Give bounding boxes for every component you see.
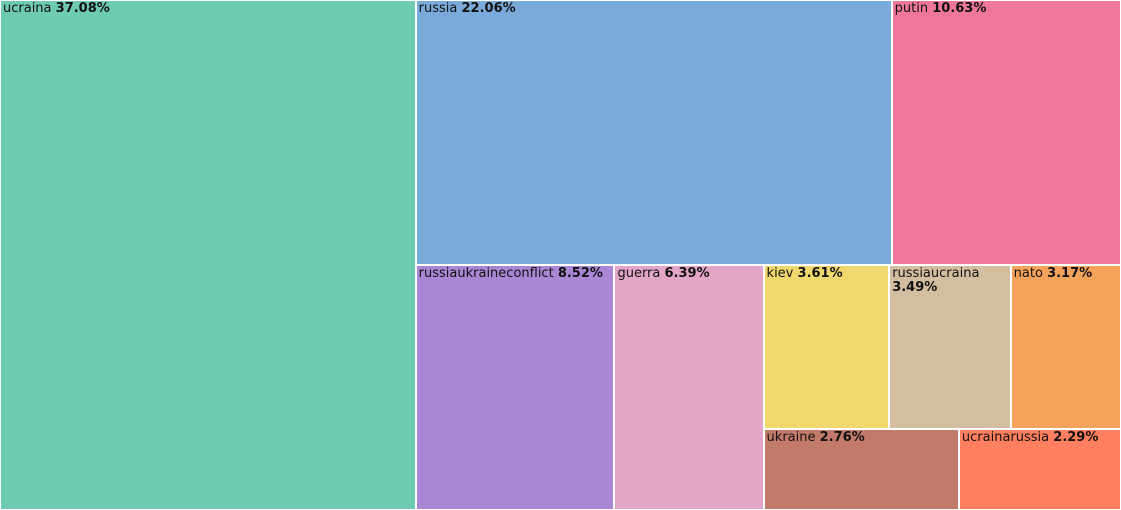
tile-value: 2.76% bbox=[819, 430, 865, 446]
tile-value: 3.49% bbox=[892, 279, 938, 295]
tile: russia 22.06% bbox=[415, 0, 892, 265]
tile: kiev 3.61% bbox=[763, 264, 890, 430]
tile: putin 10.63% bbox=[891, 0, 1121, 265]
tile-label: nato 3.17% bbox=[1013, 265, 1118, 281]
tile: russiaukraineconflict 8.52% bbox=[415, 264, 615, 510]
tile: nato 3.17% bbox=[1010, 264, 1121, 430]
tile: ukraine 2.76% bbox=[763, 429, 959, 510]
tile-label: putin 10.63% bbox=[895, 2, 1118, 16]
tile-label: russia 22.06% bbox=[419, 2, 889, 16]
tile-label: ukraine 2.76% bbox=[767, 431, 956, 445]
tile-value: 10.63% bbox=[932, 1, 987, 16]
tile-value: 3.61% bbox=[797, 265, 843, 281]
tile-name: putin bbox=[894, 1, 929, 16]
tile-name: nato bbox=[1013, 265, 1043, 281]
tile-label: kiev 3.61% bbox=[766, 265, 887, 281]
tile-value: 3.17% bbox=[1047, 265, 1093, 281]
tile-name: kiev bbox=[766, 265, 794, 281]
tile: ucrainarussia 2.29% bbox=[958, 429, 1121, 510]
tile-name: ucrainarussia bbox=[961, 430, 1050, 446]
tile-value: 6.39% bbox=[664, 265, 710, 281]
tile: ucraina 37.08% bbox=[0, 0, 416, 510]
tile-label: ucrainarussia 2.29% bbox=[962, 431, 1118, 445]
tile-label: russiaucraina 3.49% bbox=[892, 265, 1007, 295]
tile-value: 22.06% bbox=[461, 1, 516, 16]
tile-name: guerra bbox=[617, 265, 661, 281]
tile-label: guerra 6.39% bbox=[617, 265, 760, 281]
tile-name: russia bbox=[418, 1, 458, 16]
tile-value: 2.29% bbox=[1053, 430, 1099, 446]
tile-label: russiaukraineconflict 8.52% bbox=[418, 265, 612, 281]
tile: guerra 6.39% bbox=[614, 264, 764, 510]
tile-name: russiaucraina bbox=[892, 265, 980, 281]
tile-name: ucraina bbox=[3, 1, 52, 16]
tile-name: ukraine bbox=[766, 430, 816, 446]
tile-value: 8.52% bbox=[557, 265, 603, 281]
tile-name: russiaukraineconflict bbox=[418, 265, 554, 281]
tile-label: ucraina 37.08% bbox=[3, 2, 413, 16]
tile-value: 37.08% bbox=[55, 1, 110, 16]
tile: russiaucraina 3.49% bbox=[889, 264, 1011, 430]
